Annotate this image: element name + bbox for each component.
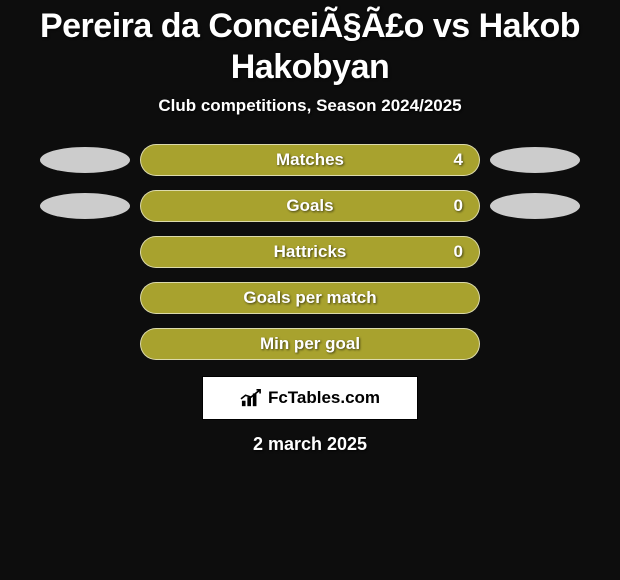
stat-rows: Matches 4 Goals 0 Hattricks 0 Goals per match M… bbox=[0, 144, 620, 360]
source-attribution: FcTables.com bbox=[202, 376, 418, 420]
stat-label: Hattricks bbox=[274, 242, 347, 262]
stat-bar: Goals per match bbox=[140, 282, 480, 314]
stat-bar: Hattricks 0 bbox=[140, 236, 480, 268]
bar-chart-icon bbox=[240, 388, 262, 408]
stat-row: Matches 4 bbox=[0, 144, 620, 176]
stat-bar: Goals 0 bbox=[140, 190, 480, 222]
stat-value: 0 bbox=[454, 242, 463, 262]
date-text: 2 march 2025 bbox=[0, 434, 620, 455]
player-left-marker bbox=[40, 147, 130, 173]
player-right-marker bbox=[490, 147, 580, 173]
player-right-marker bbox=[490, 193, 580, 219]
stat-label: Goals per match bbox=[243, 288, 376, 308]
stat-label: Goals bbox=[286, 196, 333, 216]
stat-row: Goals 0 bbox=[0, 190, 620, 222]
stat-value: 0 bbox=[454, 196, 463, 216]
stat-value: 4 bbox=[454, 150, 463, 170]
stat-label: Matches bbox=[276, 150, 344, 170]
stat-row: Min per goal bbox=[0, 328, 620, 360]
player-left-marker bbox=[40, 193, 130, 219]
source-text: FcTables.com bbox=[268, 388, 380, 408]
stat-bar: Matches 4 bbox=[140, 144, 480, 176]
stat-row: Goals per match bbox=[0, 282, 620, 314]
stat-bar: Min per goal bbox=[140, 328, 480, 360]
stat-row: Hattricks 0 bbox=[0, 236, 620, 268]
stat-label: Min per goal bbox=[260, 334, 360, 354]
page-subtitle: Club competitions, Season 2024/2025 bbox=[0, 96, 620, 116]
page-title: Pereira da ConceiÃ§Ã£o vs Hakob Hakobyan bbox=[0, 2, 620, 96]
comparison-infographic: Pereira da ConceiÃ§Ã£o vs Hakob Hakobyan… bbox=[0, 0, 620, 455]
